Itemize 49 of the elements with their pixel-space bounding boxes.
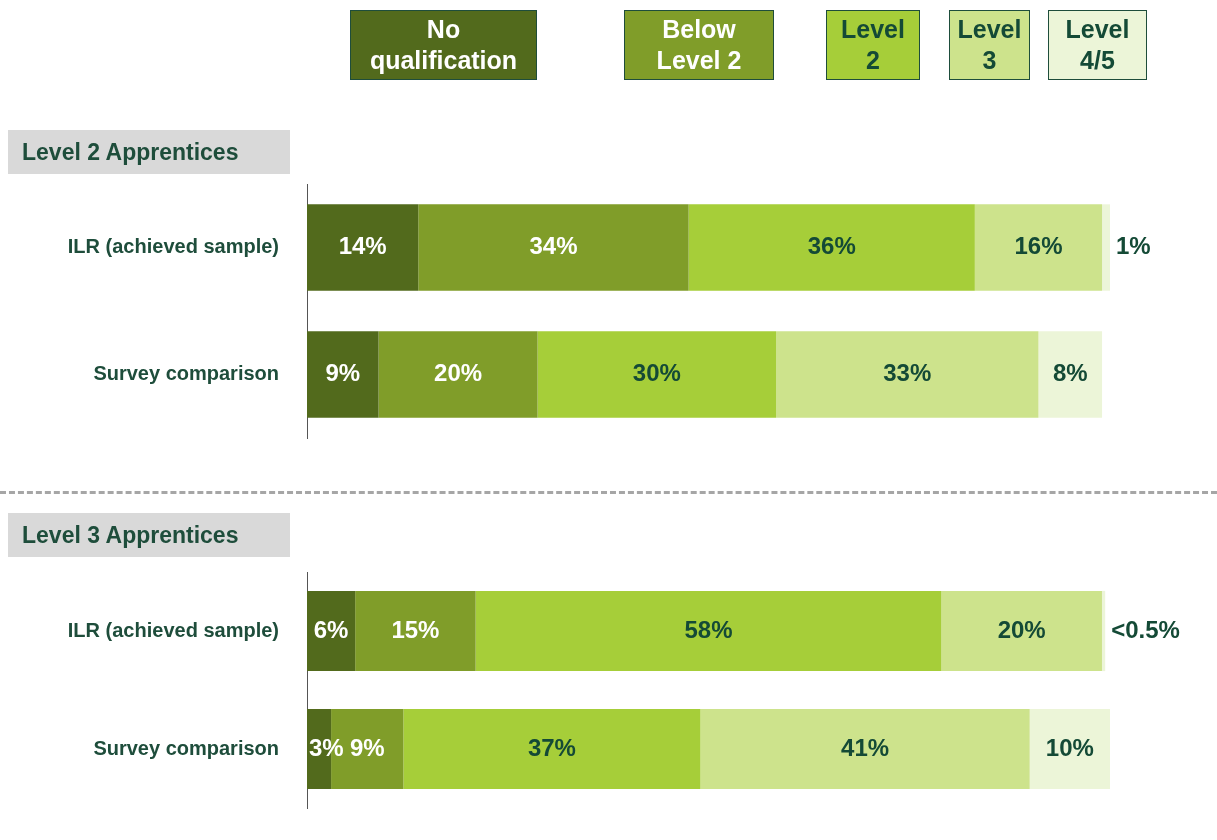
data-label: 41% <box>841 733 890 761</box>
data-label: 14% <box>338 232 387 260</box>
data-label: 33% <box>883 359 932 387</box>
bar <box>1101 590 1106 672</box>
bar <box>688 204 975 291</box>
text: Below Level 2 <box>655 14 743 76</box>
data-label: 6% <box>313 615 349 643</box>
bar <box>378 331 538 418</box>
text: Level 3 <box>956 14 1023 76</box>
data-label: 30% <box>632 359 681 387</box>
data-label: 1% <box>1116 232 1151 260</box>
bar <box>418 204 689 291</box>
y-tick-label: Survey comparison <box>93 362 279 385</box>
bar <box>1029 708 1110 790</box>
data-label: 37% <box>527 733 576 761</box>
text: No qualification <box>368 14 519 76</box>
y-tick-label: ILR (achieved sample) <box>67 618 279 641</box>
data-label: 58% <box>684 615 733 643</box>
data-label: 36% <box>807 232 856 260</box>
bar <box>355 590 476 672</box>
bar <box>941 590 1102 672</box>
bar <box>1102 204 1110 291</box>
y-tick-label: Survey comparison <box>93 736 279 759</box>
chart-title: Level 3 Apprentices <box>8 513 290 557</box>
data-label: <0.5% <box>1111 615 1180 643</box>
text: Level 2 <box>840 14 906 76</box>
data-label: 10% <box>1045 733 1094 761</box>
bar <box>974 204 1103 291</box>
data-label: 9% <box>349 733 385 761</box>
data-label: 20% <box>997 615 1046 643</box>
bar <box>776 331 1039 418</box>
bar <box>475 590 942 672</box>
bar <box>1038 331 1103 418</box>
bar <box>307 204 419 291</box>
bar <box>403 708 701 790</box>
bar <box>700 708 1030 790</box>
y-tick-label: ILR (achieved sample) <box>67 235 279 258</box>
bar <box>307 331 379 418</box>
data-label: 15% <box>391 615 440 643</box>
data-label: 3% <box>309 733 344 761</box>
bar <box>307 590 356 672</box>
data-label: 9% <box>325 359 361 387</box>
data-label: 34% <box>529 232 578 260</box>
chart-title: Level 2 Apprentices <box>8 130 290 174</box>
data-label: 8% <box>1052 359 1088 387</box>
data-label: 20% <box>434 359 483 387</box>
text: Level 4/5 <box>1064 14 1131 76</box>
bar <box>537 331 777 418</box>
data-label: 16% <box>1014 232 1063 260</box>
